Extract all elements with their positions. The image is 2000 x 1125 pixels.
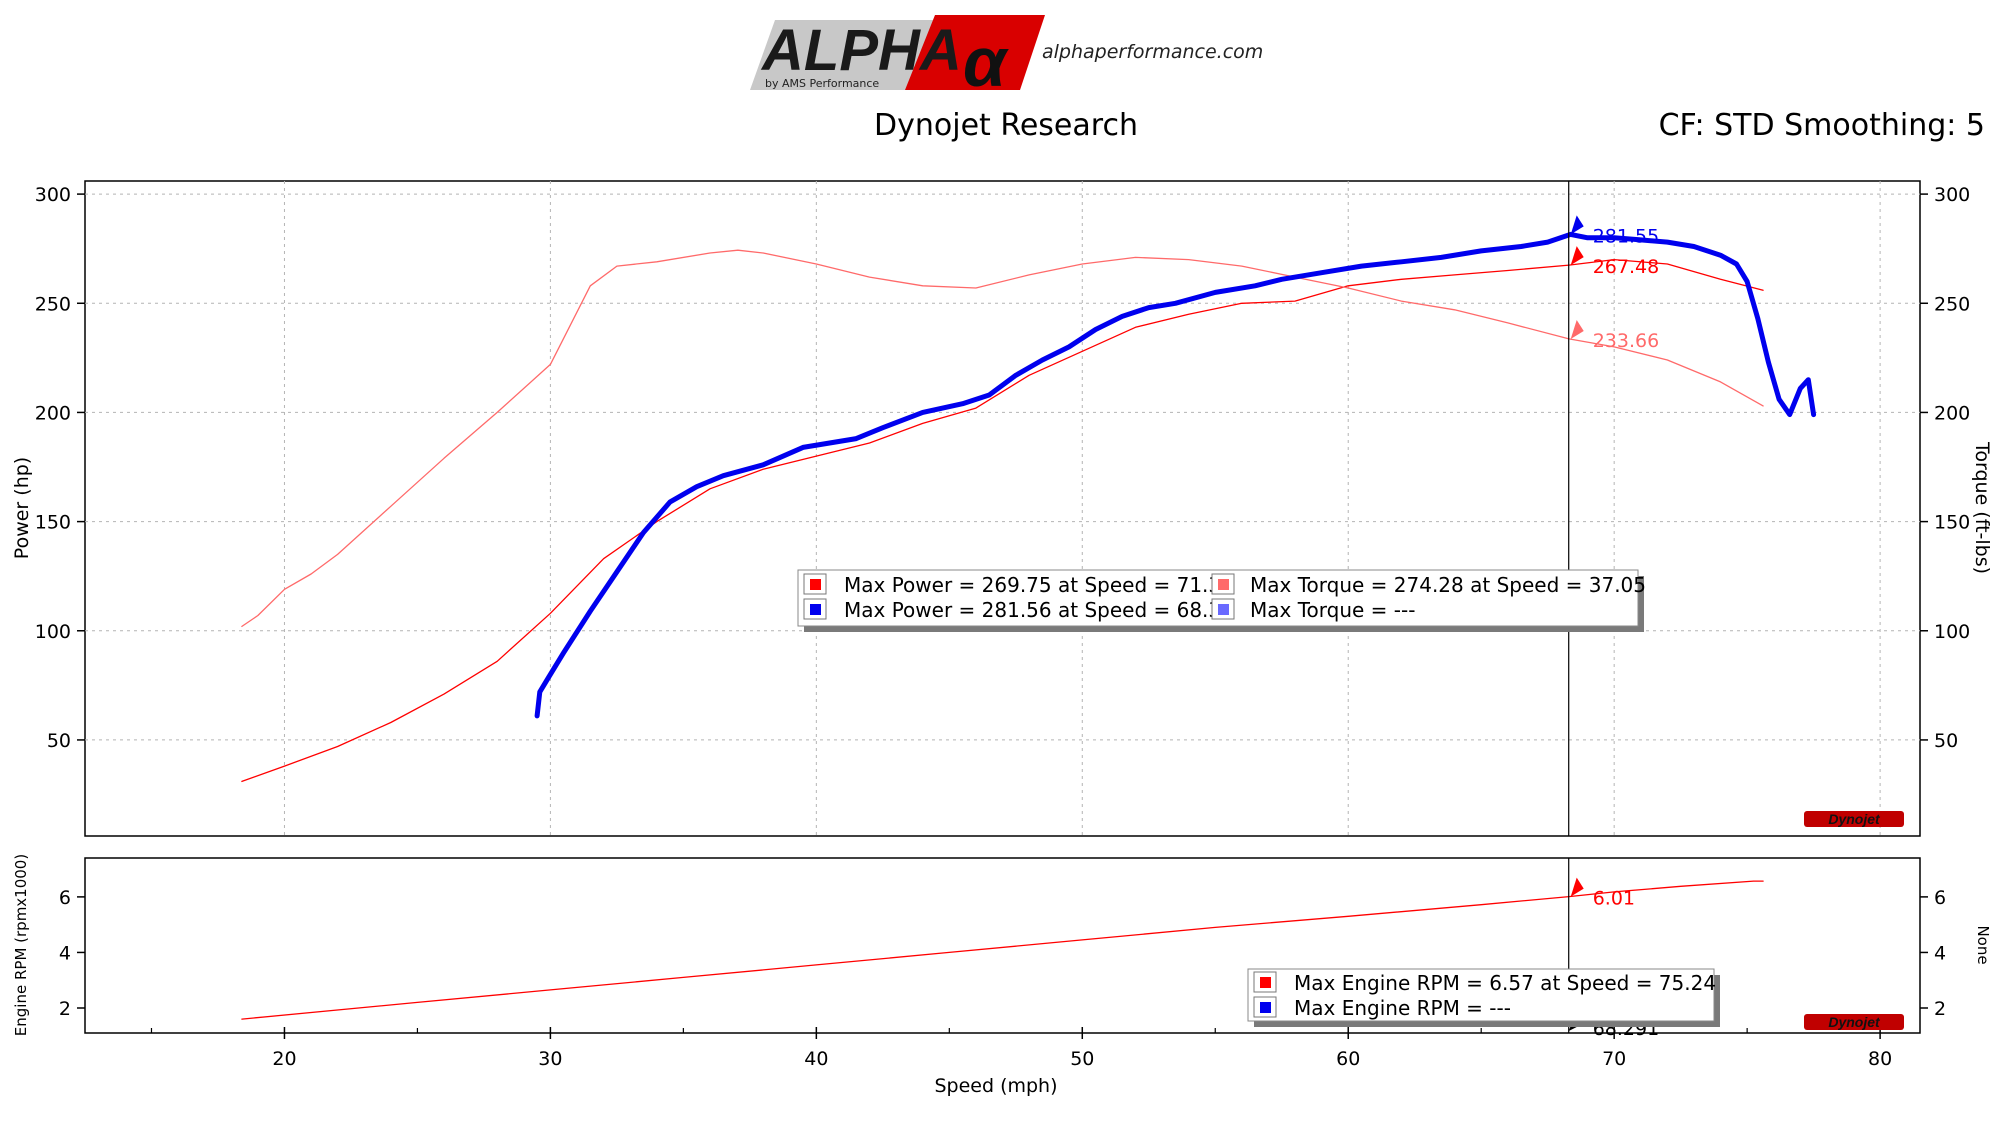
logo-subtitle: by AMS Performance <box>765 77 879 90</box>
main-plot-frame <box>84 180 1921 837</box>
logo-text: ALPHA <box>760 18 962 83</box>
watermark-plate <box>1804 1014 1904 1030</box>
legend-row[interactable]: Max Engine RPM = 6.57 at Speed = 75.24 <box>1253 971 1716 995</box>
dynojet-watermark-main: Dynojet <box>1804 811 1904 827</box>
main-axis-ticks: 50 50 100 100 150 150 200 200 250 250 300 300 <box>35 184 1971 752</box>
x-tick-label: 20 <box>272 1048 296 1070</box>
watermark-text: Dynojet <box>1828 811 1881 827</box>
cursor-run1_torque-value: 233.66 <box>1593 330 1659 352</box>
y-tick-label: 100 <box>35 621 71 643</box>
y2-tick-label: 150 <box>1934 512 1970 534</box>
y2-tick-label: 300 <box>1934 184 1970 206</box>
series-line-rpm <box>241 880 1764 1020</box>
cursor-run2_power-value: 281.55 <box>1593 225 1659 247</box>
rpm-legend: Max Engine RPM = 6.57 at Speed = 75.24Ma… <box>1247 968 1720 1027</box>
rpm-axis-title: Engine RPM (rpmx1000) <box>12 854 30 1036</box>
legend-torque-text: Max Torque = --- <box>1250 598 1415 622</box>
series-line-run1_power <box>241 258 1764 783</box>
y-tick-label: 150 <box>35 512 71 534</box>
rpm-axis-ticks: 2 2 4 4 6 6 20 30 40 50 60 70 80 <box>59 887 1946 1070</box>
cursor-run1_torque-marker <box>1570 319 1584 339</box>
x-tick-label: 50 <box>1070 1048 1094 1070</box>
legend-swatch <box>1218 604 1229 615</box>
logo-red-block <box>905 15 1045 90</box>
y2-tick-label: 200 <box>1934 402 1970 424</box>
settings-label: CF: STD Smoothing: 5 <box>1659 108 1985 143</box>
y-tick-label: 50 <box>47 730 71 752</box>
legend-swatch <box>810 604 821 615</box>
legend-swatch <box>1260 977 1271 988</box>
cursor-rpm-marker <box>1570 877 1584 897</box>
legend-rpm-text: Max Engine RPM = --- <box>1294 996 1511 1020</box>
main-series <box>241 231 1817 783</box>
y2-tick-label: 50 <box>1934 730 1958 752</box>
rpm-y-tick-label: 6 <box>59 887 71 909</box>
cursor-run2_power-marker <box>1570 215 1584 235</box>
watermark-text: Dynojet <box>1828 1014 1881 1030</box>
power-torque-chart: 50 50 100 100 150 150 200 200 250 250 300 300 281.5… <box>11 180 1993 837</box>
website-link[interactable]: alphaperformance.com <box>1042 41 1263 63</box>
x-tick-label: 40 <box>804 1048 828 1070</box>
cursor-run1_power-marker <box>1570 246 1584 266</box>
legend-row[interactable]: Max Engine RPM = --- <box>1253 996 1511 1020</box>
torque-axis-title: Torque (ft-lbs) <box>1971 441 1993 574</box>
logo-alpha-glyph: α <box>963 23 1009 101</box>
y-tick-label: 300 <box>35 184 71 206</box>
report-title: Dynojet Research <box>874 108 1138 143</box>
rpm-y-tick-label: 2 <box>59 998 71 1020</box>
legend-swatch <box>810 579 821 590</box>
x-tick-label: 60 <box>1336 1048 1360 1070</box>
x-tick-label: 80 <box>1868 1048 1892 1070</box>
main-legend: Max Power = 269.75 at Speed = 71.31 Max T… <box>797 569 1646 632</box>
y2-tick-label: 250 <box>1934 293 1970 315</box>
cursor-run1_power-value: 267.48 <box>1593 256 1659 278</box>
y2-tick-label: 100 <box>1934 621 1970 643</box>
rpm-series <box>241 880 1764 1020</box>
legend-swatch <box>1218 579 1229 590</box>
legend-rpm-text: Max Engine RPM = 6.57 at Speed = 75.24 <box>1294 971 1716 995</box>
y-tick-label: 250 <box>35 293 71 315</box>
legend-power-text: Max Power = 269.75 at Speed = 71.31 <box>844 573 1234 597</box>
legend-power-text: Max Power = 281.56 at Speed = 68.36 <box>844 598 1234 622</box>
main-cursor: 281.55 267.48 233.66 <box>1568 181 1659 836</box>
series-line-run2_power <box>534 231 1817 719</box>
series-line-run1_torque <box>241 249 1764 628</box>
legend-box <box>1247 968 1715 1022</box>
cursor-rpm-value: 6.01 <box>1593 888 1635 910</box>
y-tick-label: 200 <box>35 402 71 424</box>
legend-row[interactable]: Max Power = 281.56 at Speed = 68.36 Max T… <box>803 598 1415 622</box>
rpm-y2-tick-label: 2 <box>1934 998 1946 1020</box>
watermark-plate <box>1804 811 1904 827</box>
x-axis-title: Speed (mph) <box>934 1075 1057 1097</box>
legend-torque-text: Max Torque = 274.28 at Speed = 37.05 <box>1250 573 1646 597</box>
legend-row[interactable]: Max Power = 269.75 at Speed = 71.31 Max T… <box>803 573 1646 597</box>
dynojet-watermark-rpm: Dynojet <box>1804 1014 1904 1030</box>
alpha-logo: ALPHA α by AMS Performance <box>750 15 1045 101</box>
rpm-right-axis-title: None <box>1974 925 1992 964</box>
legend-swatch <box>1260 1002 1271 1013</box>
power-axis-title: Power (hp) <box>11 457 33 559</box>
x-tick-label: 70 <box>1602 1048 1626 1070</box>
rpm-y-tick-label: 4 <box>59 942 71 964</box>
rpm-y2-tick-label: 4 <box>1934 942 1946 964</box>
x-tick-label: 30 <box>538 1048 562 1070</box>
rpm-y2-tick-label: 6 <box>1934 887 1946 909</box>
